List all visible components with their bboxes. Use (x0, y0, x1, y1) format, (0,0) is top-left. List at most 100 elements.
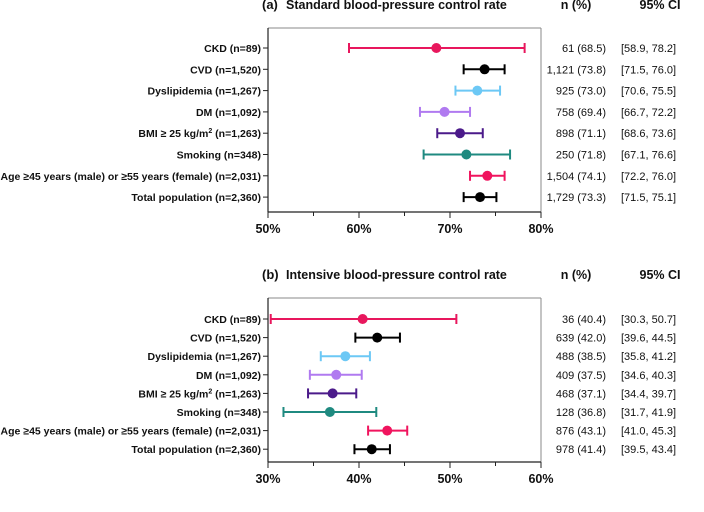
row-label: CKD (n=89) (204, 314, 261, 326)
forest-row: Smoking (n=348) 250 (71.8) [67.1, 76.6] (177, 149, 676, 162)
forest-row: CVD (n=1,520) 1,121 (73.8) [71.5, 76.0] (190, 64, 676, 76)
x-tick-label: 40% (346, 472, 371, 486)
forest-row: CKD (n=89) 36 (40.4) [30.3, 50.7] (204, 314, 676, 326)
x-tick-label: 50% (437, 472, 462, 486)
forest-row: Dyslipidemia (n=1,267) 925 (73.0) [70.6, 7… (147, 85, 676, 98)
n-percent-value: 758 (69.4) (556, 107, 606, 119)
ci-value: [35.8, 41.2] (621, 351, 676, 363)
row-label-text: CVD (n=1,520) (190, 64, 261, 76)
point-estimate (479, 64, 490, 75)
row-label: Smoking (n=348) (177, 150, 261, 162)
ci-value: [31.7, 41.9] (621, 407, 676, 419)
row-label: CVD (n=1,520) (190, 333, 261, 345)
n-percent-value: 488 (38.5) (556, 351, 606, 363)
point-estimate (324, 407, 335, 417)
ci-value: [71.5, 76.0] (621, 64, 676, 76)
n-percent-value: 898 (71.1) (556, 128, 606, 140)
row-label-text: CKD (n=89) (204, 43, 261, 55)
point-estimate (366, 444, 377, 455)
row-label-text: Total population (n=2,360) (131, 192, 261, 204)
forest-panel-intensive: (b) Intensive blood-pressure control rate… (1, 267, 681, 486)
row-label-text: Dyslipidemia (n=1,267) (147, 351, 261, 363)
row-label-text: BMI ≥ 25 kg/m (138, 128, 208, 140)
row-label-text: CVD (n=1,520) (190, 333, 261, 345)
row-label-text: Age ≥45 years (male) or ≥55 years (femal… (1, 426, 261, 438)
n-percent-value: 128 (36.8) (556, 407, 606, 419)
n-percent-value: 250 (71.8) (556, 150, 606, 162)
point-estimate (382, 425, 393, 436)
point-estimate (455, 128, 466, 139)
row-label-text: Total population (n=2,360) (131, 444, 261, 456)
point-estimate (340, 351, 351, 362)
point-estimate (472, 85, 483, 96)
x-tick-label: 30% (255, 472, 280, 486)
n-percent-header: n (%) (561, 268, 592, 282)
row-label: DM (n=1,092) (196, 107, 261, 119)
point-estimate (439, 106, 450, 117)
row-label: CKD (n=89) (204, 43, 261, 55)
panel-label: (a) (262, 0, 278, 12)
forest-row: BMI ≥ 25 kg/m2 (n=1,263) 898 (71.1) [68.6,… (138, 128, 676, 140)
point-estimate (331, 369, 342, 380)
point-estimate (372, 332, 383, 343)
forest-panel-standard: (a) Standard blood-pressure control rate n… (1, 0, 681, 236)
panel-title: Intensive blood-pressure control rate (286, 268, 507, 282)
row-label-suffix: (n=1,263) (212, 128, 261, 140)
n-percent-value: 36 (40.4) (562, 314, 606, 326)
n-percent-value: 1,504 (74.1) (547, 171, 606, 183)
row-label: Total population (n=2,360) (131, 444, 261, 456)
point-estimate (357, 314, 368, 324)
ci-value: [71.5, 75.1] (621, 192, 676, 204)
n-percent-value: 876 (43.1) (556, 426, 606, 438)
row-label-text: Smoking (n=348) (177, 407, 261, 419)
ci-value: [66.7, 72.2] (621, 107, 676, 119)
ci-value: [39.6, 44.5] (621, 333, 676, 345)
point-estimate (461, 149, 472, 160)
forest-row: Total population (n=2,360) 978 (41.4) [39.… (131, 444, 676, 456)
row-label-suffix: (n=1,263) (212, 388, 261, 400)
ci-value: [30.3, 50.7] (621, 314, 676, 326)
forest-row: Age ≥45 years (male) or ≥55 years (femal… (1, 170, 676, 183)
n-percent-value: 409 (37.5) (556, 370, 606, 382)
ci-value: [34.4, 39.7] (621, 388, 676, 400)
ci-value: [58.9, 78.2] (621, 43, 676, 55)
n-percent-value: 468 (37.1) (556, 388, 606, 400)
forest-row: DM (n=1,092) 758 (69.4) [66.7, 72.2] (196, 106, 676, 119)
ci-value: [72.2, 76.0] (621, 171, 676, 183)
n-percent-value: 639 (42.0) (556, 333, 606, 345)
ci-value: [68.6, 73.6] (621, 128, 676, 140)
forest-row: DM (n=1,092) 409 (37.5) [34.6, 40.3] (196, 369, 676, 382)
row-label-text: Smoking (n=348) (177, 150, 261, 162)
n-percent-value: 1,729 (73.3) (547, 192, 606, 204)
row-label: Age ≥45 years (male) or ≥55 years (femal… (1, 171, 261, 183)
forest-row: Age ≥45 years (male) or ≥55 years (femal… (1, 425, 676, 438)
forest-row: Smoking (n=348) 128 (36.8) [31.7, 41.9] (177, 407, 676, 419)
forest-row: Dyslipidemia (n=1,267) 488 (38.5) [35.8, 4… (147, 351, 676, 363)
point-estimate (327, 388, 338, 399)
row-label: Dyslipidemia (n=1,267) (147, 351, 261, 363)
forest-row: BMI ≥ 25 kg/m2 (n=1,263) 468 (37.1) [34.4,… (138, 388, 676, 400)
row-label-text: DM (n=1,092) (196, 370, 261, 382)
n-percent-value: 1,121 (73.8) (547, 64, 606, 76)
x-tick-label: 70% (437, 222, 462, 236)
point-estimate (482, 170, 493, 181)
panel-title: Standard blood-pressure control rate (286, 0, 507, 12)
panel-label: (b) (262, 267, 279, 282)
row-label-text: Dyslipidemia (n=1,267) (147, 86, 261, 98)
ci-value: [70.6, 75.5] (621, 86, 676, 98)
ci-header: 95% CI (640, 268, 681, 282)
x-tick-label: 50% (255, 222, 280, 236)
row-label: Smoking (n=348) (177, 407, 261, 419)
row-label: Dyslipidemia (n=1,267) (147, 86, 261, 98)
row-label: Total population (n=2,360) (131, 192, 261, 204)
ci-header: 95% CI (640, 0, 681, 12)
ci-value: [41.0, 45.3] (621, 426, 676, 438)
row-label: CVD (n=1,520) (190, 64, 261, 76)
row-label-text: BMI ≥ 25 kg/m (138, 388, 208, 400)
ci-value: [67.1, 76.6] (621, 150, 676, 162)
row-label-text: DM (n=1,092) (196, 107, 261, 119)
n-percent-value: 925 (73.0) (556, 86, 606, 98)
row-label-text: CKD (n=89) (204, 314, 261, 326)
point-estimate (475, 192, 486, 203)
